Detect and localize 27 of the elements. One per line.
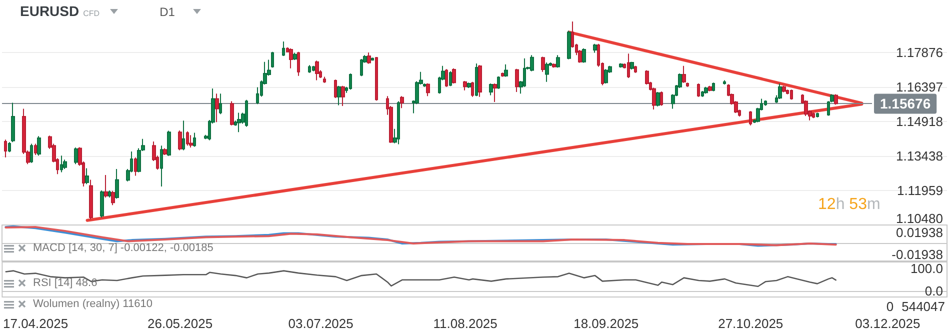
y-tick-label: 100.0 <box>910 261 943 276</box>
x-tick-label: 18.09.2025 <box>574 316 639 331</box>
x-tick-label: 11.08.2025 <box>433 316 498 331</box>
y-tick-label: 1.13438 <box>896 148 943 164</box>
text: 544047 <box>902 299 945 314</box>
y-tick-label: 1.17876 <box>896 44 943 60</box>
x-tick-label: 27.10.2025 <box>718 316 784 331</box>
text: CFD <box>83 9 100 18</box>
text: MACD [14, 30, 7] -0.00122, -0.00185 <box>33 242 214 254</box>
text: Wolumen (realny) 11610 <box>33 298 152 310</box>
x-tick-label: 03.07.2025 <box>288 316 354 331</box>
x-tick-label: 03.12.2025 <box>855 316 920 331</box>
y-tick-label: 1.10480 <box>896 211 943 226</box>
annotation: D1 <box>160 5 175 19</box>
y-tick-label: -0.01938 <box>892 247 943 262</box>
y-tick-label: 1.14918 <box>896 114 943 129</box>
x-tick-label: 17.04.2025 <box>2 316 68 331</box>
y-tick-label: 0.0 <box>924 284 943 299</box>
y-tick-label: 1.11959 <box>896 182 943 198</box>
x-tick-label: 26.05.2025 <box>147 316 213 331</box>
ref-line-label: 1.15676 <box>880 96 931 112</box>
annotation: 12h 53m <box>818 196 880 213</box>
text: RSI [14] 48.6 <box>33 277 98 289</box>
chart-title: EURUSD <box>20 3 80 19</box>
text: 0 <box>886 299 894 314</box>
y-tick-label: 0.01938 <box>896 224 943 240</box>
y-tick-label: 1.16397 <box>896 79 943 94</box>
